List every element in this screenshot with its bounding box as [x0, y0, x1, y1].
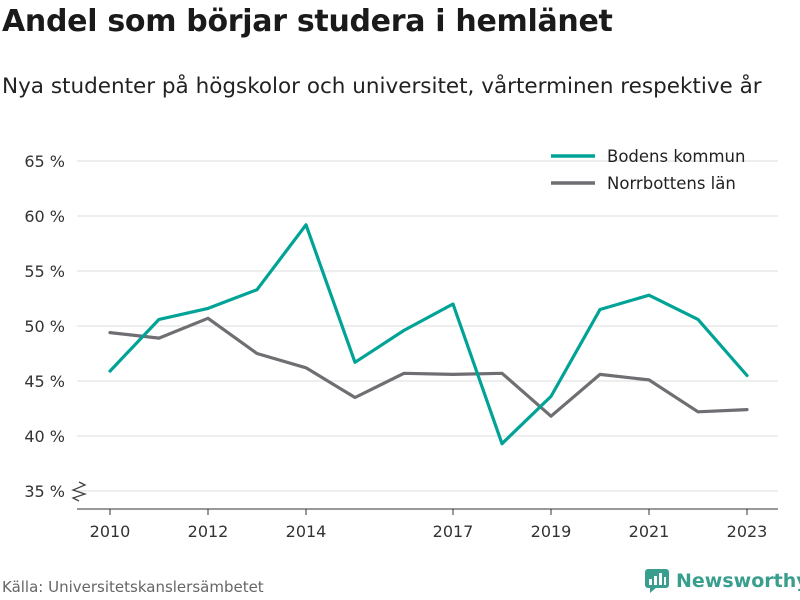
legend-label: Bodens kommun [607, 147, 745, 166]
chart-subtitle: Nya studenter på högskolor och universit… [2, 74, 762, 99]
legend-label: Norrbottens län [607, 174, 736, 193]
y-tick-label: 55 % [24, 262, 65, 281]
x-axis: 2010 2012 2014 2017 2019 2021 2023 [77, 508, 778, 541]
y-tick-label: 35 % [24, 482, 65, 501]
x-tick-label: 2014 [286, 522, 327, 541]
chart-title: Andel som börjar studera i hemlänet [2, 4, 613, 39]
x-tick-label: 2017 [433, 522, 474, 541]
y-tick-label: 65 % [24, 152, 65, 171]
x-tick-label: 2021 [629, 522, 670, 541]
y-tick-label: 40 % [24, 427, 65, 446]
x-tick-label: 2019 [531, 522, 572, 541]
brand-logo[interactable]: Newsworthy [644, 568, 800, 594]
brand-name: Newsworthy [676, 570, 800, 592]
y-axis-break-icon [71, 481, 88, 502]
y-tick-label: 50 % [24, 317, 65, 336]
x-tick-label: 2023 [727, 522, 768, 541]
newsworthy-logo-icon [645, 569, 669, 593]
series-line-norrbottens-l-n [108, 316, 749, 418]
x-tick-label: 2012 [188, 522, 229, 541]
y-axis-ticks: 35 % 40 % 45 % 50 % 55 % 60 % 65 % [24, 152, 88, 502]
x-tick-label: 2010 [90, 522, 131, 541]
legend: Bodens kommun Norrbottens län [551, 147, 745, 193]
y-tick-label: 60 % [24, 207, 65, 226]
series-line-bodens-kommun [108, 223, 749, 446]
source-note: Källa: Universitetskanslersämbetet [2, 578, 264, 596]
y-tick-label: 45 % [24, 372, 65, 391]
grid-lines [77, 160, 778, 492]
series-lines [108, 223, 749, 446]
